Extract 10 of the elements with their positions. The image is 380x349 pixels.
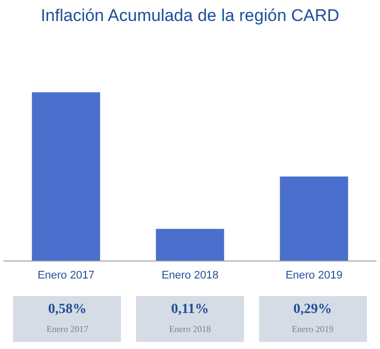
x-tick-label: Enero 2017 bbox=[38, 269, 94, 282]
category-label: Enero 2019 bbox=[292, 324, 334, 334]
chart-title: Inflación Acumulada de la región CARD bbox=[40, 6, 340, 25]
x-tick-label: Enero 2018 bbox=[162, 269, 218, 282]
category-label: Enero 2018 bbox=[169, 324, 211, 334]
data-label: 0,11% bbox=[170, 301, 210, 318]
category-label: Enero 2017 bbox=[46, 324, 88, 334]
data-label: 0,29% bbox=[292, 301, 333, 318]
x-tick-label: Enero 2019 bbox=[286, 269, 342, 282]
data-label: 0,58% bbox=[47, 301, 88, 318]
